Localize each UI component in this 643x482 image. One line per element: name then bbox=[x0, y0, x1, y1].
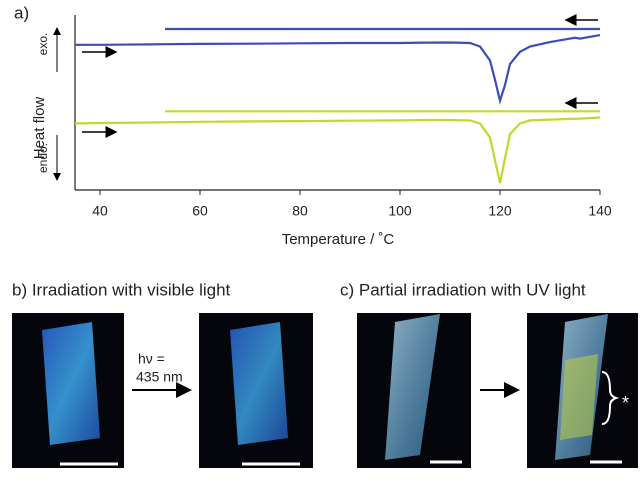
x-tick-label: 80 bbox=[292, 203, 308, 219]
photo bbox=[527, 313, 638, 468]
marker: * bbox=[622, 393, 629, 413]
photo bbox=[199, 313, 313, 468]
endo-label: endo. bbox=[36, 143, 50, 173]
panel-title: c) Partial irradiation with UV light bbox=[340, 280, 586, 299]
x-tick-label: 140 bbox=[588, 203, 612, 219]
exo-label: exo. bbox=[36, 33, 50, 56]
x-tick-label: 120 bbox=[488, 203, 512, 219]
y-axis-label: Heat flow bbox=[31, 97, 48, 160]
photo bbox=[357, 313, 471, 468]
x-tick-label: 60 bbox=[192, 203, 208, 219]
arrow-label: 435 nm bbox=[136, 369, 183, 385]
arrow-label: hν = bbox=[138, 351, 165, 367]
panel-label: a) bbox=[14, 3, 29, 22]
curve bbox=[75, 34, 601, 105]
photo bbox=[12, 313, 124, 468]
x-tick-label: 100 bbox=[388, 203, 412, 219]
curve bbox=[74, 116, 601, 184]
x-axis-label: Temperature / ˚C bbox=[282, 231, 395, 248]
chart: Heat flow exo. endo. Temperature / ˚C 40… bbox=[31, 14, 612, 248]
x-tick-label: 40 bbox=[92, 203, 108, 219]
panel-title: b) Irradiation with visible light bbox=[12, 280, 231, 299]
